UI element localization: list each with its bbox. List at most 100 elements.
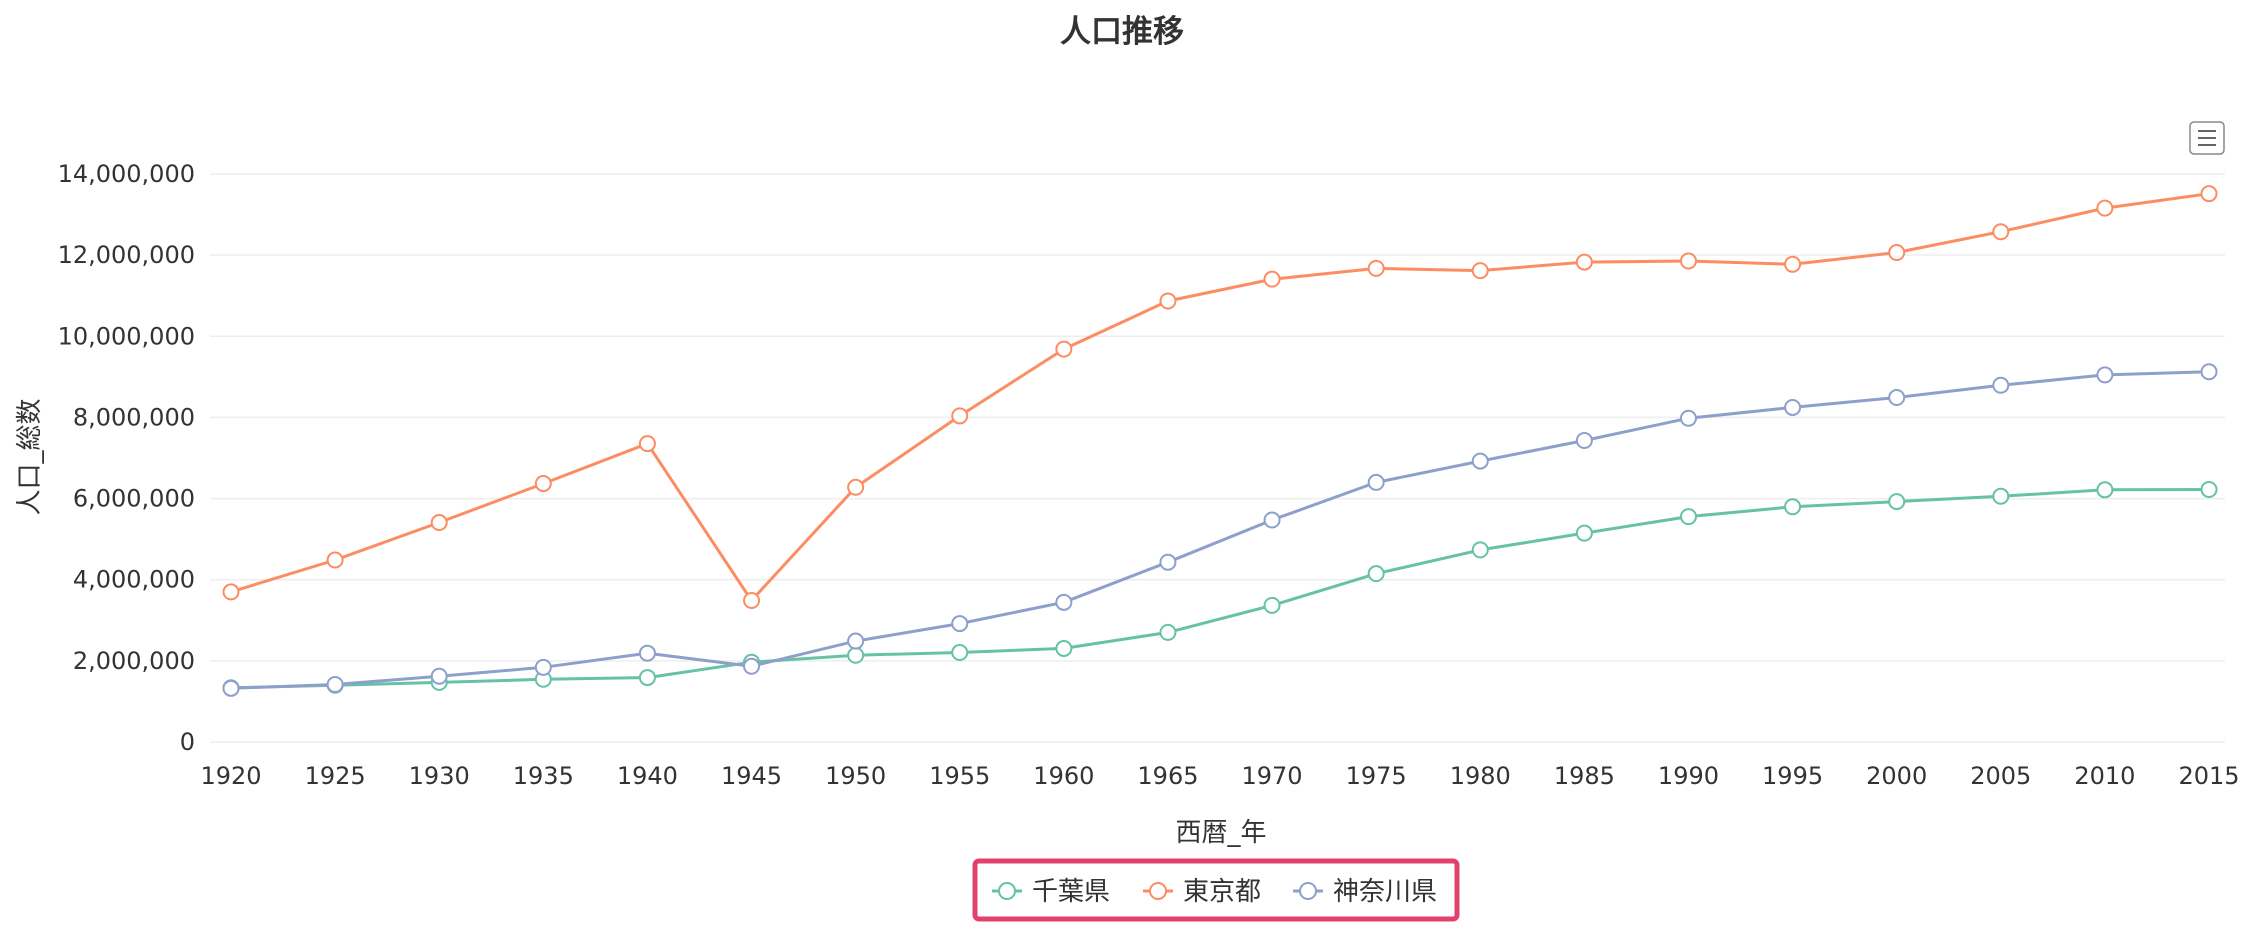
data-point[interactable]	[1367, 473, 1385, 491]
data-point[interactable]	[1784, 255, 1802, 273]
x-tick-label: 1930	[409, 762, 470, 790]
data-point[interactable]	[1679, 508, 1697, 526]
data-point[interactable]	[1159, 292, 1177, 310]
data-point[interactable]	[430, 667, 448, 685]
x-tick-label: 1935	[513, 762, 574, 790]
y-tick-label: 6,000,000	[73, 485, 195, 513]
data-point[interactable]	[1784, 498, 1802, 516]
data-point[interactable]	[1888, 389, 1906, 407]
y-tick-label: 14,000,000	[58, 160, 195, 188]
data-point[interactable]	[2096, 199, 2114, 217]
chart-title: 人口推移	[1060, 14, 1184, 50]
hamburger-menu-icon	[2198, 130, 2216, 146]
data-point[interactable]	[534, 658, 552, 676]
series-line	[229, 370, 2211, 690]
data-point[interactable]	[1575, 431, 1593, 449]
data-point[interactable]	[1263, 511, 1281, 529]
data-point[interactable]	[1367, 259, 1385, 277]
data-point[interactable]	[743, 657, 761, 675]
data-point[interactable]	[1679, 409, 1697, 427]
y-tick-label: 2,000,000	[73, 647, 195, 675]
data-point[interactable]	[1263, 270, 1281, 288]
data-point[interactable]	[951, 644, 969, 662]
data-point[interactable]	[1575, 524, 1593, 542]
data-point[interactable]	[638, 669, 656, 687]
data-point[interactable]	[1888, 244, 1906, 262]
y-tick-label: 4,000,000	[73, 566, 195, 594]
x-tick-label: 2005	[1970, 762, 2031, 790]
y-tick-label: 0	[180, 728, 195, 756]
data-point[interactable]	[743, 591, 761, 609]
x-tick-label: 1940	[617, 762, 678, 790]
series-line	[229, 488, 2211, 690]
x-tick-label: 1920	[200, 762, 261, 790]
data-point[interactable]	[847, 478, 865, 496]
data-point[interactable]	[326, 551, 344, 569]
data-point[interactable]	[1055, 593, 1073, 611]
data-point[interactable]	[2200, 481, 2218, 499]
legend-item[interactable]: 神奈川県	[1293, 877, 1437, 907]
data-point[interactable]	[222, 679, 240, 697]
x-tick-label: 1965	[1137, 762, 1198, 790]
legend-item[interactable]: 東京都	[1143, 877, 1261, 907]
y-tick-label: 8,000,000	[73, 403, 195, 431]
series-2	[222, 185, 2218, 609]
data-point[interactable]	[1159, 623, 1177, 641]
data-point[interactable]	[2096, 366, 2114, 384]
legend: 千葉県 東京都 神奈川県	[972, 858, 1460, 922]
x-tick-label: 2015	[2178, 762, 2239, 790]
x-tick-label: 2010	[2074, 762, 2135, 790]
data-point[interactable]	[1159, 553, 1177, 571]
series-layer	[222, 185, 2218, 697]
data-point[interactable]	[847, 632, 865, 650]
x-tick-label: 1985	[1554, 762, 1615, 790]
data-point[interactable]	[847, 646, 865, 664]
data-point[interactable]	[2200, 185, 2218, 203]
data-point[interactable]	[222, 583, 240, 601]
y-tick-label: 10,000,000	[58, 322, 195, 350]
x-tick-label: 1955	[929, 762, 990, 790]
legend-label: 神奈川県	[1333, 877, 1437, 907]
data-point[interactable]	[638, 435, 656, 453]
x-tick-label: 1995	[1762, 762, 1823, 790]
x-axis-title: 西暦_年	[1175, 818, 1266, 848]
data-point[interactable]	[430, 514, 448, 532]
data-point[interactable]	[1471, 262, 1489, 280]
legend-label: 東京都	[1183, 877, 1261, 907]
data-point[interactable]	[1784, 398, 1802, 416]
legend-item[interactable]: 千葉県	[992, 877, 1110, 907]
data-point[interactable]	[1575, 253, 1593, 271]
data-point[interactable]	[1263, 596, 1281, 614]
data-point[interactable]	[951, 407, 969, 425]
data-point[interactable]	[1992, 223, 2010, 241]
legend-label: 千葉県	[1032, 877, 1110, 907]
data-point[interactable]	[534, 475, 552, 493]
x-tick-label: 1960	[1033, 762, 1094, 790]
data-point[interactable]	[1992, 487, 2010, 505]
series-1	[222, 481, 2218, 697]
x-tick-label: 1970	[1242, 762, 1303, 790]
x-tick-label: 1945	[721, 762, 782, 790]
x-axis-ticks: 1920 1925 1930 1935 1940 1945 1950 1955 1960 1965…	[200, 762, 2239, 790]
data-point[interactable]	[1367, 565, 1385, 583]
data-point[interactable]	[1679, 252, 1697, 270]
data-point[interactable]	[1055, 639, 1073, 657]
x-tick-label: 1990	[1658, 762, 1719, 790]
data-point[interactable]	[2200, 363, 2218, 381]
data-point[interactable]	[951, 615, 969, 633]
data-point[interactable]	[326, 676, 344, 694]
series-3	[222, 363, 2218, 697]
data-point[interactable]	[1992, 376, 2010, 394]
chart-menu-button[interactable]	[2189, 121, 2225, 155]
data-point[interactable]	[1471, 541, 1489, 559]
series-line	[229, 192, 2211, 602]
legend-marker-icon	[1149, 882, 1167, 900]
data-point[interactable]	[1471, 452, 1489, 470]
data-point[interactable]	[2096, 481, 2114, 499]
data-point[interactable]	[1888, 493, 1906, 511]
y-axis-ticks: 0 2,000,000 4,000,000 6,000,000 8,000,000 10,…	[58, 160, 195, 756]
data-point[interactable]	[1055, 340, 1073, 358]
gridlines	[210, 173, 2225, 743]
data-point[interactable]	[638, 644, 656, 662]
